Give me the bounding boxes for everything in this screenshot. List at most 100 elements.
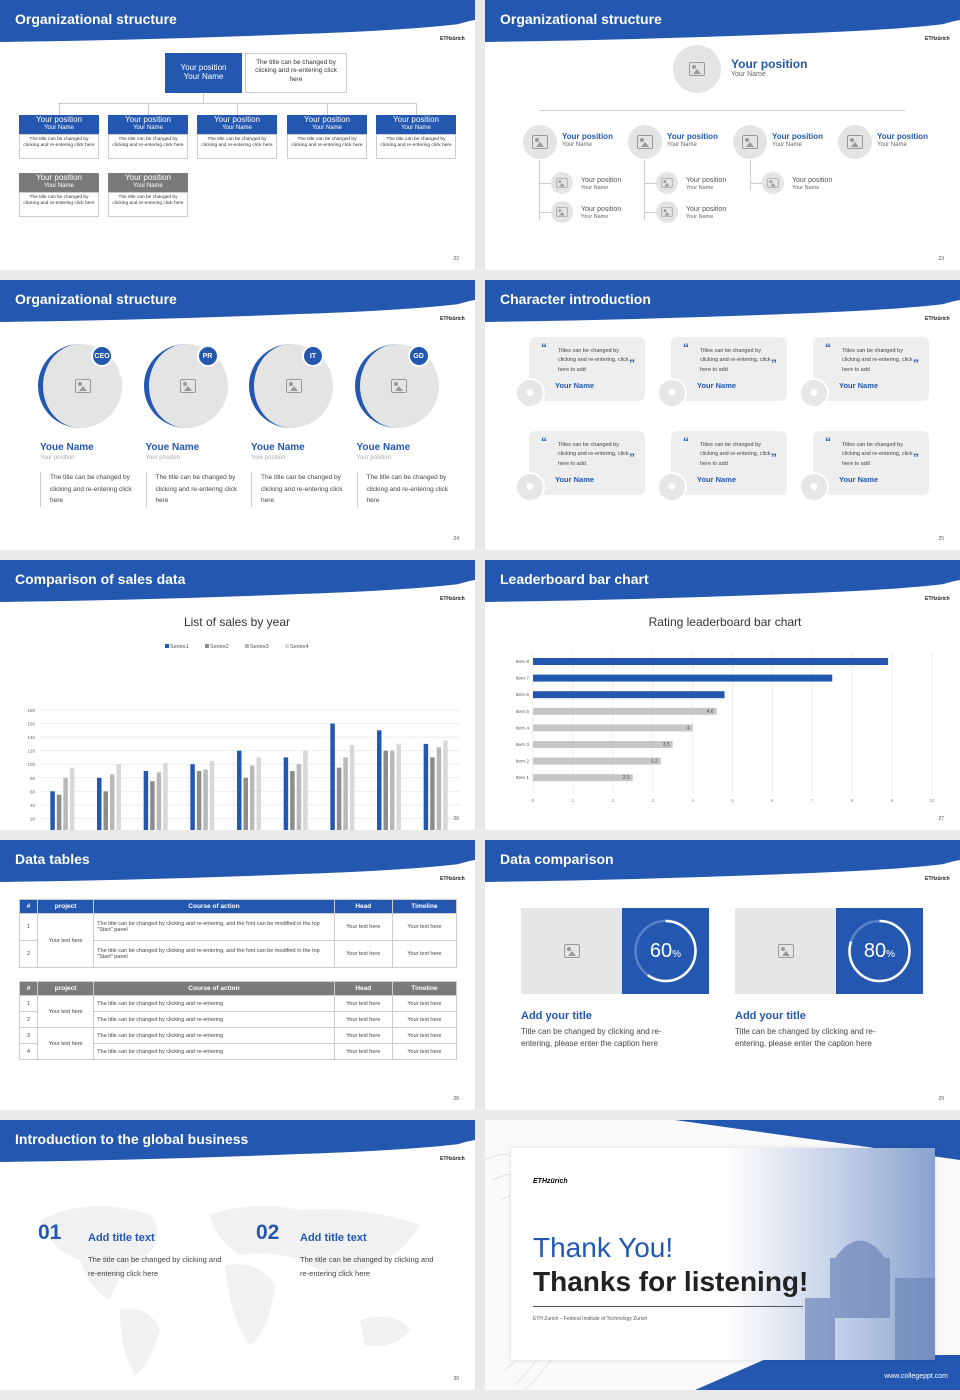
quote-card[interactable]: “ Titles can be changed by clicking and r…	[529, 431, 645, 495]
avatar-icon: ●	[657, 472, 687, 502]
course-cell: The title can be changed by clicking and…	[93, 995, 335, 1012]
person-desc: The title can be changed by clicking and…	[145, 472, 238, 508]
slide-26[interactable]: Comparison of sales data ETHzürich List …	[0, 560, 475, 830]
quote-card[interactable]: “ Titles can be changed by clicking and r…	[671, 431, 787, 495]
position-box[interactable]: Your position Your Name	[197, 115, 277, 134]
bar	[430, 757, 435, 830]
image-icon	[532, 135, 548, 149]
slide-30[interactable]: Introduction to the global business ETHz…	[0, 1120, 475, 1390]
page-number: 23	[938, 256, 944, 262]
position-desc: The title can be changed by clicking and…	[19, 192, 99, 217]
quote-text: Titles can be changed by clicking and re…	[558, 348, 629, 373]
table-header[interactable]: Timeline	[391, 981, 458, 996]
table-header[interactable]: project	[37, 899, 95, 914]
quote-card[interactable]: “ Titles can be changed by clicking and r…	[529, 337, 645, 401]
table-row[interactable]: 3 Your text here The title can be changed …	[18, 1027, 458, 1060]
table-header[interactable]: Head	[333, 981, 393, 996]
photo-circle-small[interactable]	[551, 201, 573, 223]
photo-circle[interactable]	[628, 125, 662, 159]
x-tick-label: 1	[572, 798, 575, 803]
table-header[interactable]: project	[37, 981, 95, 996]
world-map	[40, 1206, 420, 1375]
table-row[interactable]: 4 The title can be changed by clicking an…	[18, 1043, 458, 1060]
position-box[interactable]: Your position Your Name	[19, 115, 99, 134]
image-icon	[563, 944, 580, 958]
photo-circle[interactable]	[733, 125, 767, 159]
course-cell: The title can be changed by clicking and…	[93, 1027, 335, 1044]
photo-circle-small[interactable]	[762, 172, 784, 194]
photo-circle-small[interactable]	[656, 172, 678, 194]
table-row[interactable]: 1 Your text here The title can be changed …	[18, 913, 458, 968]
position-box[interactable]: Your position Your Name	[376, 115, 456, 134]
x-tick-label: 3	[651, 798, 654, 803]
row-number: 1	[18, 913, 39, 941]
website-url[interactable]: www.collegeppt.com	[884, 1373, 948, 1380]
bar	[243, 777, 248, 830]
percent-value: 60%	[649, 939, 682, 962]
open-quote-icon: “	[683, 435, 689, 449]
head-cell: Your text here	[333, 1043, 393, 1060]
avatar-icon: ●	[657, 378, 687, 408]
bar	[110, 774, 115, 830]
item-title: Add your title	[521, 1010, 592, 1022]
slide-header	[0, 0, 475, 46]
table-header[interactable]: Course of action	[93, 899, 335, 914]
name-label: Your Name	[44, 125, 74, 131]
photo-circle-small[interactable]	[656, 201, 678, 223]
head-cell: Your text here	[333, 913, 393, 941]
image-placeholder[interactable]	[735, 908, 836, 994]
slide-24[interactable]: Organizational structure ETHzürich 24 CE…	[0, 280, 475, 550]
photo-circle[interactable]	[838, 125, 872, 159]
row-number: 2	[18, 940, 39, 968]
timeline-cell: Your text here	[391, 1027, 458, 1044]
table-header[interactable]: Head	[333, 899, 393, 914]
photo-circle-small[interactable]	[551, 172, 573, 194]
table-row[interactable]: 2 The title can be changed by clicking an…	[18, 940, 458, 968]
bar	[237, 750, 242, 830]
person-position: Your position	[145, 455, 180, 461]
slide-27[interactable]: Leaderboard bar chart ETHzürich Rating l…	[485, 560, 960, 830]
person-name: Youe Name	[40, 442, 94, 453]
slide-title: Character introduction	[500, 291, 651, 307]
position-label: Your position	[36, 173, 82, 182]
quote-card[interactable]: “ Titles can be changed by clicking and r…	[671, 337, 787, 401]
quote-text: Titles can be changed by clicking and re…	[700, 348, 771, 373]
top-photo[interactable]	[673, 45, 721, 93]
bar	[203, 769, 208, 830]
bar	[103, 791, 108, 830]
quote-card[interactable]: “ Titles can be changed by clicking and r…	[813, 431, 929, 495]
top-position-box[interactable]: Your position Your Name	[165, 53, 242, 93]
person-desc: The title can be changed by clicking and…	[356, 472, 449, 508]
close-quote-icon: ”	[629, 357, 635, 371]
position-box[interactable]: Your position Your Name	[287, 115, 367, 134]
position-box[interactable]: Your position Your Name	[19, 173, 99, 192]
table-header[interactable]: #	[18, 899, 39, 914]
y-tick-label: 20	[30, 816, 36, 821]
percent-value: 80%	[863, 939, 896, 962]
photo-circle[interactable]	[523, 125, 557, 159]
bar	[396, 743, 401, 830]
row-number: 4	[18, 1043, 39, 1060]
table-header[interactable]: Timeline	[391, 899, 458, 914]
position-box[interactable]: Your position Your Name	[108, 173, 188, 192]
close-quote-icon: ”	[771, 451, 777, 465]
y-tick-label: 100	[27, 762, 35, 767]
slide-23[interactable]: Organizational structure ETHzürich Your …	[485, 0, 960, 270]
slide-22[interactable]: Organizational structure ETHzürich Your …	[0, 0, 475, 270]
person-name: Youe Name	[145, 442, 200, 453]
role-badge: PR	[196, 345, 219, 367]
bar	[209, 760, 215, 830]
slide-25[interactable]: Character introduction ETHzürich 25 “ Tit…	[485, 280, 960, 550]
image-placeholder[interactable]	[521, 908, 622, 994]
table-header[interactable]: #	[18, 981, 39, 996]
bar	[150, 781, 155, 830]
slide-31[interactable]: ETHzürich Thank You! Thanks for listenin…	[485, 1120, 960, 1390]
table-row[interactable]: 1 Your text here The title can be changed …	[18, 995, 458, 1028]
quote-card[interactable]: “ Titles can be changed by clicking and r…	[813, 337, 929, 401]
position-box[interactable]: Your position Your Name	[108, 115, 188, 134]
table-header[interactable]: Course of action	[93, 981, 335, 996]
slide-28[interactable]: Data tables ETHzürich # project Course of …	[0, 840, 475, 1110]
bar	[116, 764, 121, 830]
slide-29[interactable]: Data comparison ETHzürich 29 60% Add your…	[485, 840, 960, 1110]
position-desc: The title can be changed by clicking and…	[108, 134, 188, 159]
